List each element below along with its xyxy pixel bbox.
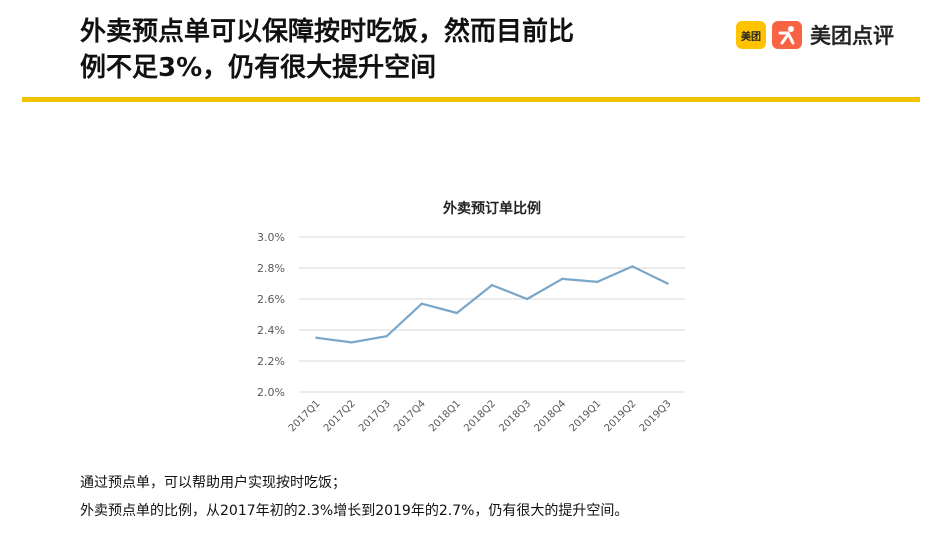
data-point: [315, 336, 318, 339]
meituan-badge-icon: 美团: [736, 21, 766, 49]
data-point: [631, 265, 634, 268]
series-line: [315, 265, 669, 344]
data-point: [420, 302, 424, 305]
brand-name: 美团点评: [810, 24, 894, 48]
y-tick-label: 2.4%: [257, 324, 285, 337]
x-tick-label: 2018Q1: [427, 398, 463, 434]
y-tick-label: 2.0%: [257, 386, 285, 399]
data-point: [490, 283, 494, 287]
data-point: [560, 277, 564, 281]
note-line-2: 外卖预点单的比例，从2017年初的2.3%增长到2019年的2.7%，仍有很大的…: [80, 503, 629, 519]
meituan-badge-text: 美团: [741, 31, 761, 43]
brand-logo: 美团 美团点评: [736, 20, 894, 50]
page-headline: 外卖预点单可以保障按时吃饭，然而目前比 例不足3%，仍有很大提升空间: [80, 14, 670, 86]
data-point: [455, 311, 459, 315]
y-tick-label: 2.2%: [257, 355, 285, 368]
headline-line-2: 例不足3%，仍有很大提升空间: [80, 53, 437, 83]
y-tick-label: 2.6%: [257, 293, 285, 306]
x-tick-label: 2019Q1: [568, 398, 604, 434]
x-tick-label: 2018Q4: [532, 398, 568, 434]
dianping-figure-icon: [772, 21, 802, 49]
x-tick-label: 2019Q3: [638, 398, 674, 434]
x-tick-label: 2018Q3: [497, 398, 533, 434]
data-point: [385, 335, 388, 338]
x-tick-label: 2017Q3: [357, 398, 393, 434]
y-tick-label: 3.0%: [257, 231, 285, 244]
data-point: [596, 280, 599, 284]
dianping-figure-svg: [778, 26, 795, 45]
x-tick-label: 2018Q2: [462, 398, 498, 434]
note-line-1: 通过预点单，可以帮助用户实现按时吃饭；: [80, 475, 346, 491]
data-point: [666, 282, 669, 285]
headline-line-1: 外卖预点单可以保障按时吃饭，然而目前比: [80, 17, 575, 47]
x-tick-label: 2019Q2: [603, 398, 639, 434]
data-point: [525, 297, 529, 301]
y-tick-label: 2.8%: [257, 262, 285, 275]
accent-rule: [22, 97, 920, 102]
x-tick-label: 2017Q1: [287, 398, 323, 434]
x-tick-label: 2017Q4: [392, 398, 428, 434]
data-point: [350, 341, 353, 344]
x-tick-label: 2017Q2: [322, 398, 358, 434]
chart-title: 外卖预订单比例: [443, 200, 541, 217]
